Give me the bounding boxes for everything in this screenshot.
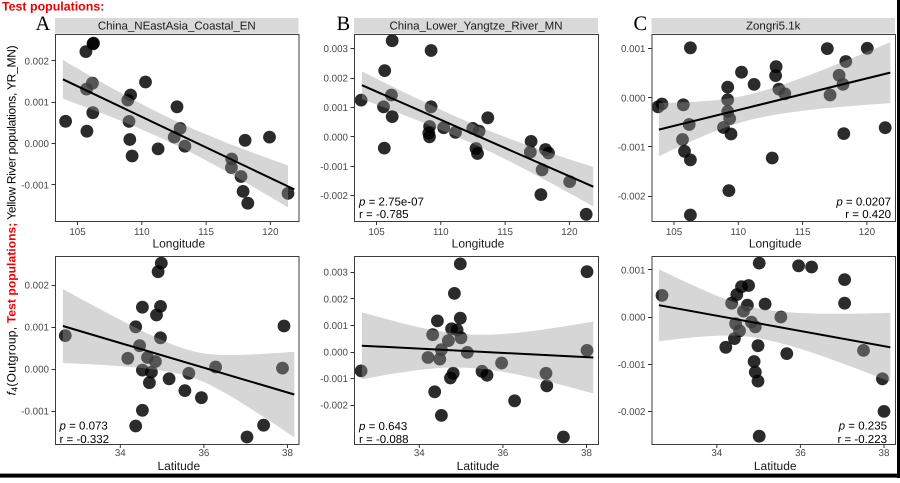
svg-text:p = 0.643: p = 0.643: [358, 421, 407, 433]
svg-text:r = -0.223: r = -0.223: [837, 434, 887, 446]
svg-text:0.001: 0.001: [24, 98, 49, 109]
svg-text:105: 105: [368, 227, 385, 238]
svg-text:0.001: 0.001: [24, 323, 49, 334]
svg-text:-0.001: -0.001: [618, 142, 646, 153]
svg-text:-0.001: -0.001: [320, 162, 348, 173]
svg-text:36: 36: [497, 448, 508, 459]
svg-text:Zongri5.1k: Zongri5.1k: [746, 20, 801, 32]
svg-text:Latitude: Latitude: [157, 459, 200, 473]
svg-text:0.002: 0.002: [323, 74, 348, 85]
svg-text:0.000: 0.000: [323, 348, 348, 359]
svg-text:34: 34: [115, 448, 126, 459]
svg-text:A: A: [36, 13, 51, 35]
svg-text:China_Lower_Yangtze_River_MN: China_Lower_Yangtze_River_MN: [389, 20, 562, 32]
svg-text:0.001: 0.001: [323, 321, 348, 332]
svg-text:0.002: 0.002: [323, 294, 348, 305]
svg-text:110: 110: [134, 227, 150, 238]
svg-text:C: C: [634, 13, 648, 35]
svg-text:-0.001: -0.001: [618, 360, 646, 371]
svg-text:p = 0.0207: p = 0.0207: [835, 196, 891, 208]
svg-text:0.000: 0.000: [323, 132, 348, 143]
svg-text:r = -0.785: r = -0.785: [359, 209, 409, 221]
svg-text:Longitude: Longitude: [749, 236, 802, 250]
svg-text:0.001: 0.001: [323, 103, 348, 114]
svg-text:105: 105: [69, 227, 86, 238]
svg-text:r = 0.420: r = 0.420: [845, 209, 891, 221]
svg-text:0.003: 0.003: [323, 268, 348, 279]
svg-text:-0.002: -0.002: [320, 191, 348, 202]
svg-text:38: 38: [879, 448, 890, 459]
svg-text:38: 38: [282, 448, 293, 459]
svg-text:105: 105: [666, 227, 683, 238]
svg-text:0.000: 0.000: [24, 365, 49, 376]
svg-text:r = -0.088: r = -0.088: [359, 434, 409, 446]
svg-text:0.002: 0.002: [24, 56, 49, 67]
svg-text:Test populations:: Test populations:: [2, 0, 104, 14]
svg-text:34: 34: [711, 448, 722, 459]
svg-text:36: 36: [795, 448, 806, 459]
svg-text:-0.001: -0.001: [21, 180, 49, 191]
svg-text:115: 115: [198, 227, 214, 238]
svg-text:34: 34: [414, 448, 425, 459]
svg-text:p = 2.75e-07: p = 2.75e-07: [358, 196, 424, 208]
svg-text:110: 110: [730, 227, 746, 238]
svg-text:110: 110: [433, 227, 449, 238]
svg-text:p = 0.235: p = 0.235: [838, 421, 887, 433]
svg-text:120: 120: [561, 227, 578, 238]
svg-text:-0.002: -0.002: [618, 192, 646, 203]
svg-text:-0.002: -0.002: [320, 401, 348, 412]
svg-text:0.001: 0.001: [621, 44, 646, 55]
svg-text:120: 120: [262, 227, 279, 238]
svg-text:B: B: [337, 13, 351, 35]
svg-text:Longitude: Longitude: [152, 236, 205, 250]
svg-text:0.003: 0.003: [323, 44, 348, 55]
svg-text:115: 115: [795, 227, 811, 238]
svg-text:0.001: 0.001: [621, 265, 646, 276]
svg-text:0.002: 0.002: [24, 281, 49, 292]
svg-text:-0.001: -0.001: [320, 374, 348, 385]
svg-text:-0.001: -0.001: [21, 407, 49, 418]
svg-text:0.000: 0.000: [24, 139, 49, 150]
svg-text:120: 120: [859, 227, 876, 238]
svg-text:p = 0.073: p = 0.073: [59, 421, 108, 433]
svg-text:r = -0.332: r = -0.332: [60, 434, 110, 446]
svg-text:115: 115: [497, 227, 513, 238]
svg-text:China_NEastAsia_Coastal_EN: China_NEastAsia_Coastal_EN: [98, 20, 256, 32]
svg-text:38: 38: [581, 448, 592, 459]
svg-text:0.000: 0.000: [621, 93, 646, 104]
svg-text:0.000: 0.000: [621, 313, 646, 324]
svg-text:Longitude: Longitude: [452, 236, 505, 250]
svg-text:Latitude: Latitude: [457, 459, 500, 473]
svg-text:-0.002: -0.002: [618, 407, 646, 418]
svg-text:Latitude: Latitude: [754, 459, 797, 473]
svg-text:f4(Outgroup, Test populations;: f4(Outgroup, Test populations; Yellow Ri…: [5, 45, 20, 395]
svg-text:36: 36: [198, 448, 209, 459]
